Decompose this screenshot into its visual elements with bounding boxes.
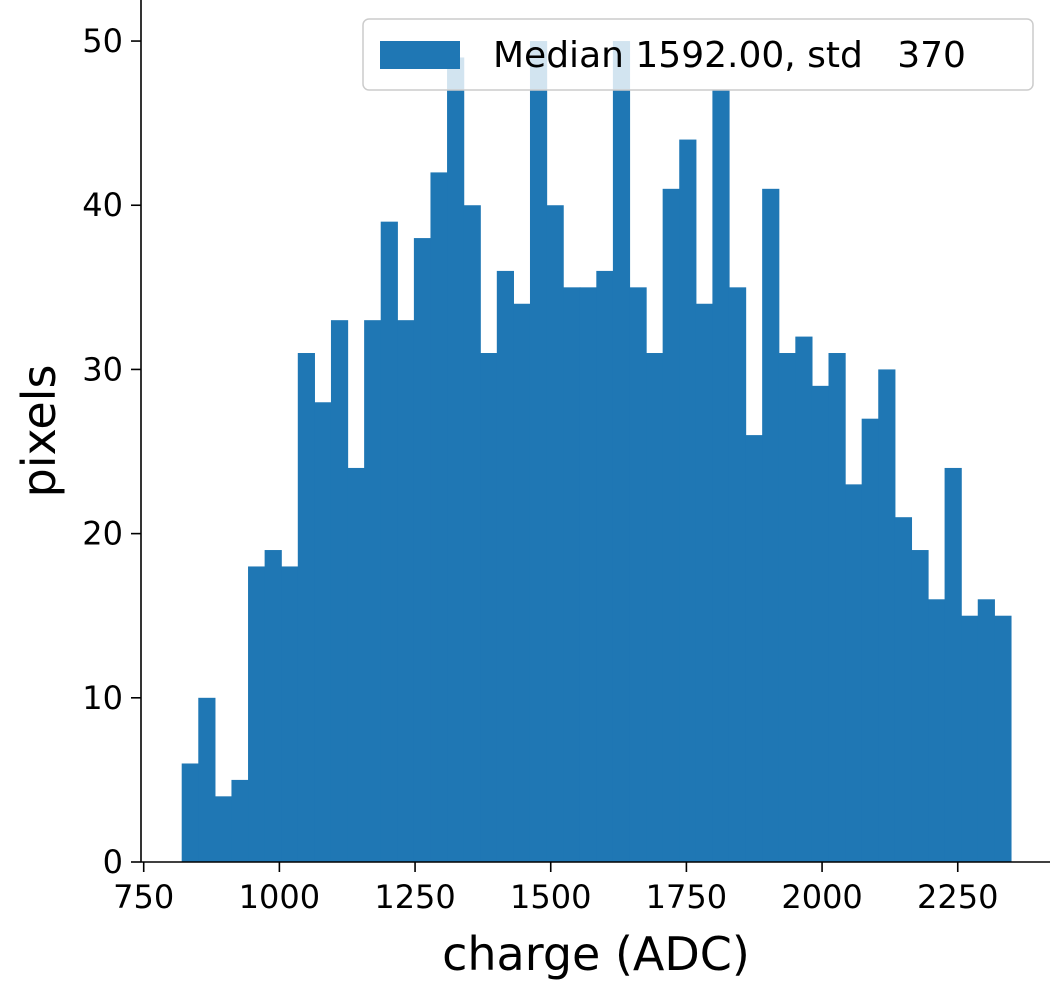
histogram-bar xyxy=(762,188,780,863)
histogram-bar xyxy=(513,303,531,862)
x-tick-label: 2250 xyxy=(917,878,998,916)
histogram-bar xyxy=(646,353,664,862)
histogram-bar xyxy=(894,517,913,862)
histogram-bar xyxy=(413,238,432,863)
histogram-bar xyxy=(198,697,216,862)
histogram-bar xyxy=(264,550,282,862)
histogram-bar xyxy=(480,353,498,862)
legend-box xyxy=(362,18,1034,91)
histogram-bar xyxy=(629,287,647,862)
histogram-bar xyxy=(463,205,481,862)
x-ticks: 750 1000 1250 1500 1750 2000 2250 xyxy=(113,862,998,916)
y-tick-label: 30 xyxy=(82,350,123,388)
histogram-bar xyxy=(214,796,233,862)
x-tick-label: 750 xyxy=(113,878,174,916)
histogram-bar xyxy=(728,287,747,862)
y-axis-label: pixels xyxy=(12,365,66,498)
histogram-bar xyxy=(961,615,979,862)
histogram-bar xyxy=(430,172,448,862)
histogram-bar xyxy=(861,418,879,862)
histogram-bar xyxy=(828,353,846,862)
legend: Median 1592.00, std 370 xyxy=(362,18,1034,91)
x-tick-label: 1000 xyxy=(239,878,320,916)
histogram-bar xyxy=(928,599,946,862)
histogram-bar xyxy=(977,599,995,862)
histogram-bar xyxy=(596,270,614,862)
histogram-bar xyxy=(231,779,249,862)
histogram-bar xyxy=(994,615,1012,862)
histogram-bar xyxy=(529,41,548,863)
x-tick-label: 1500 xyxy=(510,878,591,916)
histogram-bar xyxy=(579,287,597,862)
histogram-bar xyxy=(347,467,365,862)
axes xyxy=(140,0,1050,863)
histogram-bar xyxy=(778,353,796,862)
histogram-bar xyxy=(397,320,415,863)
histogram-bar xyxy=(563,287,581,862)
histogram-bar xyxy=(745,435,763,862)
histogram-bar xyxy=(695,303,714,862)
legend-swatch xyxy=(380,41,460,69)
x-tick-label: 1750 xyxy=(646,878,727,916)
histogram-bar xyxy=(612,41,631,863)
histogram-bar xyxy=(546,205,564,862)
histogram-bar xyxy=(712,90,730,863)
histogram-bar xyxy=(811,385,830,862)
histogram-bar xyxy=(496,270,514,862)
histogram-bar xyxy=(330,320,349,863)
histogram-bar xyxy=(248,566,266,862)
y-ticks: 0 10 20 30 40 50 xyxy=(82,22,141,881)
histogram-bar xyxy=(944,467,962,862)
histogram-bar xyxy=(364,320,382,863)
x-tick-label: 2000 xyxy=(781,878,862,916)
histogram-bar xyxy=(795,336,813,863)
x-tick-label: 1250 xyxy=(374,878,455,916)
y-tick-label: 20 xyxy=(82,515,123,553)
y-tick-label: 10 xyxy=(82,679,123,717)
histogram-bar xyxy=(281,566,299,862)
y-tick-label: 0 xyxy=(103,843,123,881)
y-tick-label: 50 xyxy=(82,22,123,60)
histogram-bar xyxy=(181,763,199,862)
legend-entry-label: Median 1592.00, std 370 xyxy=(493,35,966,76)
histogram-bar xyxy=(447,57,465,862)
y-tick-label: 40 xyxy=(82,186,123,224)
histogram-bar xyxy=(845,484,863,862)
histogram-bar xyxy=(314,402,332,862)
histogram-bars xyxy=(181,41,1012,863)
histogram-bar xyxy=(297,353,315,862)
x-axis-label: charge (ADC) xyxy=(442,927,750,981)
histogram-bar xyxy=(911,550,929,862)
histogram-bar xyxy=(662,188,680,863)
histogram-bar xyxy=(679,139,697,863)
histogram-bar xyxy=(878,369,896,862)
histogram-bar xyxy=(380,221,398,862)
